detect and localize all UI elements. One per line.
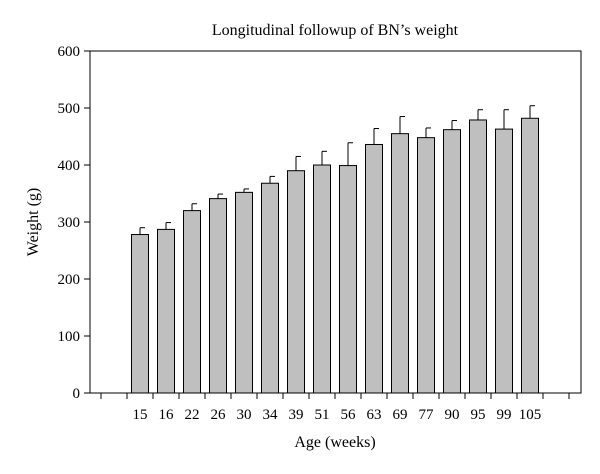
bar <box>417 137 435 394</box>
y-tick-label: 0 <box>73 386 81 402</box>
bar <box>183 210 201 394</box>
bar <box>443 129 461 394</box>
x-tick-label: 16 <box>159 407 175 423</box>
x-tick-label: 15 <box>133 407 148 423</box>
y-tick-label: 200 <box>58 272 81 288</box>
x-tick-label: 105 <box>519 407 542 423</box>
x-tick-label: 56 <box>341 407 357 423</box>
x-tick-label: 90 <box>445 407 460 423</box>
bar <box>469 119 487 394</box>
bar <box>495 128 513 394</box>
x-tick-label: 99 <box>497 407 512 423</box>
bar <box>521 117 539 394</box>
x-tick-label: 77 <box>419 407 435 423</box>
x-tick-label: 34 <box>263 407 279 423</box>
chart-title: Longitudinal followup of BN’s weight <box>212 22 459 39</box>
x-axis-label: Age (weeks) <box>294 434 375 451</box>
y-tick-label: 600 <box>58 44 81 60</box>
x-tick-label: 69 <box>393 407 408 423</box>
bar <box>287 170 305 394</box>
y-tick-label: 100 <box>58 329 81 345</box>
x-tick-label: 95 <box>471 407 486 423</box>
chart-marks: 0 100 200 300 400 500 600 15 16 22 26 30 34 39 51 56 63 6… <box>58 44 570 423</box>
x-tick-label: 22 <box>185 407 200 423</box>
bar <box>313 164 331 394</box>
y-tick-label: 300 <box>58 215 81 231</box>
y-axis-label: Weight (g) <box>25 188 42 256</box>
x-tick-label: 26 <box>211 407 227 423</box>
x-tick-label: 39 <box>289 407 304 423</box>
bar <box>235 191 253 394</box>
x-tick-label: 63 <box>367 407 382 423</box>
x-tick-label: 51 <box>315 407 330 423</box>
bar <box>391 133 409 394</box>
y-tick-label: 500 <box>58 101 81 117</box>
x-tick-label: 30 <box>237 407 252 423</box>
bar <box>365 143 383 394</box>
bar <box>261 182 279 394</box>
bar <box>339 165 357 394</box>
y-tick-label: 400 <box>58 158 81 174</box>
bar <box>131 234 149 394</box>
bar <box>157 228 175 394</box>
bar <box>209 198 227 394</box>
